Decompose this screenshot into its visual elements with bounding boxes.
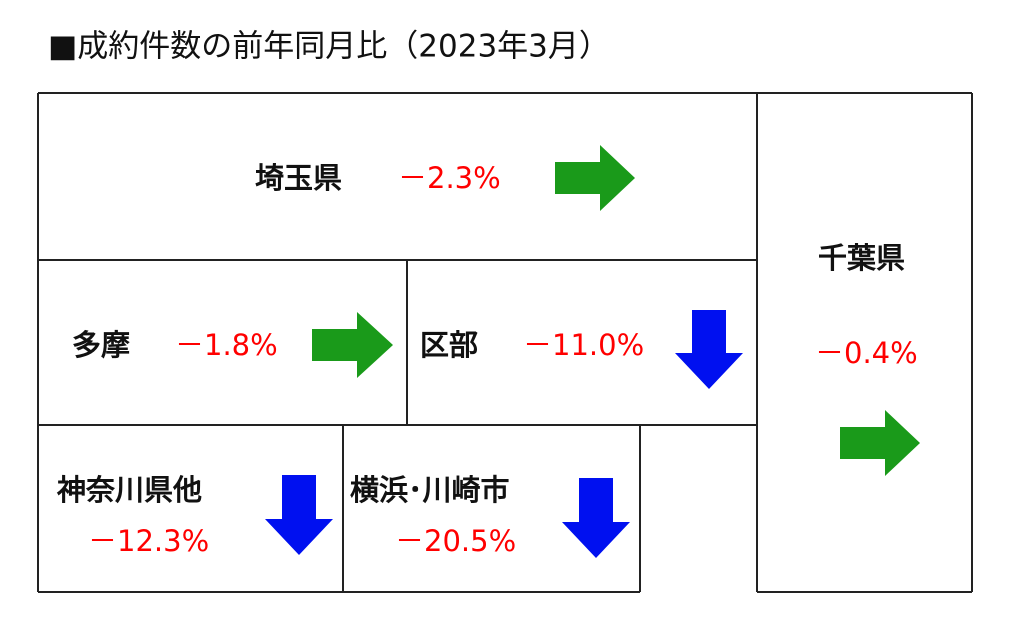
region-label: 区部 — [420, 328, 478, 362]
region-change: －20.5% — [395, 524, 516, 558]
region-change: －12.3% — [88, 524, 209, 558]
region-change: －11.0% — [523, 328, 644, 362]
region-label: 千葉県 — [818, 241, 905, 275]
arrow-right — [555, 145, 635, 211]
region-change: －2.3% — [398, 161, 501, 195]
region-label: 横浜･川崎市 — [350, 473, 510, 507]
region-label: 神奈川県他 — [56, 473, 202, 507]
region-borders — [37, 92, 973, 593]
arrow-right — [840, 410, 920, 476]
arrow-down — [562, 478, 630, 558]
region-label: 埼玉県 — [255, 161, 342, 195]
region-change: －0.4% — [815, 336, 918, 370]
arrow-right — [312, 312, 393, 378]
region-change: －1.8% — [175, 328, 278, 362]
arrow-down — [265, 475, 333, 555]
region-label: 多摩 — [72, 328, 130, 362]
title: ■成約件数の前年同月比（2023年3月） — [48, 29, 610, 65]
arrow-down — [675, 310, 743, 389]
